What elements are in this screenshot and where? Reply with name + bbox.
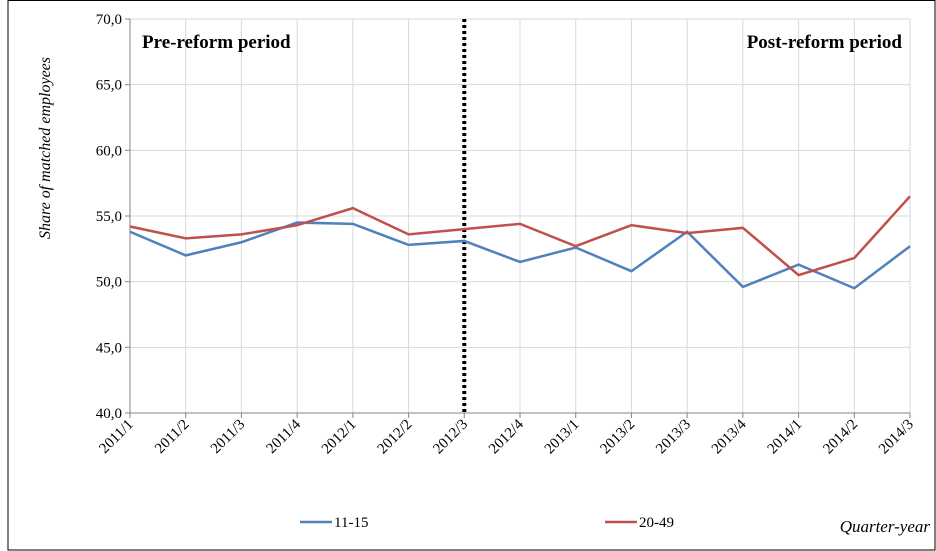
period-label: Pre-reform period: [142, 32, 291, 53]
y-tick-label: 55,0: [96, 209, 122, 225]
y-tick-label: 45,0: [96, 340, 122, 356]
legend-label: 11-15: [334, 515, 368, 531]
y-tick-label: 65,0: [96, 78, 122, 94]
y-axis-label: Share of matched employees: [37, 57, 54, 239]
legend-label: 20-49: [639, 515, 674, 531]
series-line: [129, 195, 911, 277]
y-tick-label: 40,0: [96, 406, 122, 422]
chart-border: [7, 0, 936, 551]
y-tick-label: 50,0: [96, 275, 122, 291]
y-tick-label: 70,0: [96, 12, 122, 28]
x-axis-label: Quarter-year: [840, 517, 931, 536]
y-tick-label: 60,0: [96, 143, 122, 159]
series-line: [129, 221, 911, 290]
period-label: Post-reform period: [747, 32, 903, 53]
